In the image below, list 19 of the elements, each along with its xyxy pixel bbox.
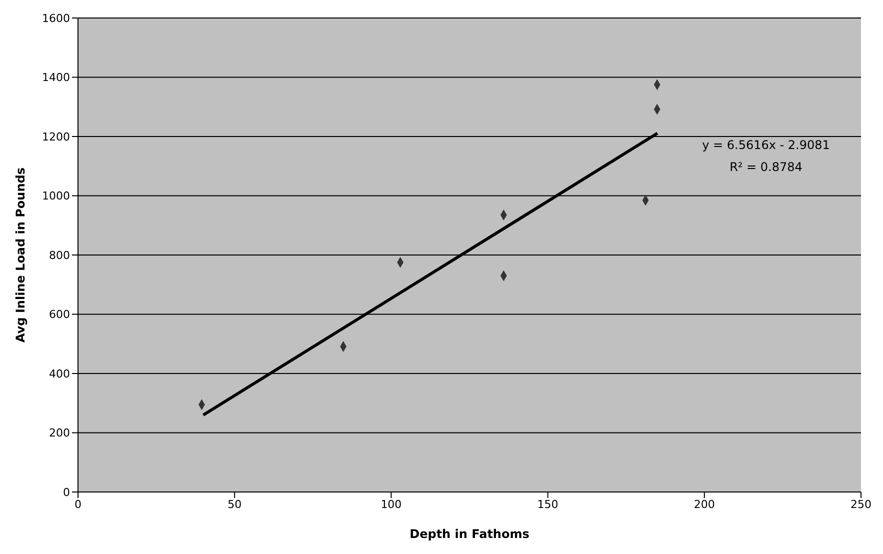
y-tick-label: 1400 bbox=[42, 71, 70, 84]
x-tick-label: 200 bbox=[694, 498, 715, 511]
y-tick-label: 600 bbox=[49, 308, 70, 322]
x-tick-label: 150 bbox=[537, 498, 558, 511]
x-tick-label: 0 bbox=[74, 498, 82, 511]
y-tick-label: 1600 bbox=[42, 12, 70, 25]
y-tick-label: 1200 bbox=[42, 130, 70, 144]
y-tick-label: 0 bbox=[63, 486, 70, 499]
annotation: R² = 0.8784 bbox=[728, 160, 804, 174]
y-tick-label: 1000 bbox=[42, 190, 70, 203]
x-tick-label: 250 bbox=[850, 498, 872, 511]
x-tick-label: 100 bbox=[380, 498, 402, 511]
y-tick-label: 200 bbox=[49, 426, 70, 440]
y-tick-label: 400 bbox=[49, 367, 70, 380]
x-tick-label: 50 bbox=[228, 498, 242, 511]
x-axis-title: Depth in Fathoms bbox=[410, 527, 530, 541]
annotation: y = 6.5616x - 2.9081 bbox=[701, 138, 831, 152]
y-tick-label: 800 bbox=[49, 248, 70, 262]
y-axis-title: Avg Inline Load in Pounds bbox=[13, 168, 28, 342]
